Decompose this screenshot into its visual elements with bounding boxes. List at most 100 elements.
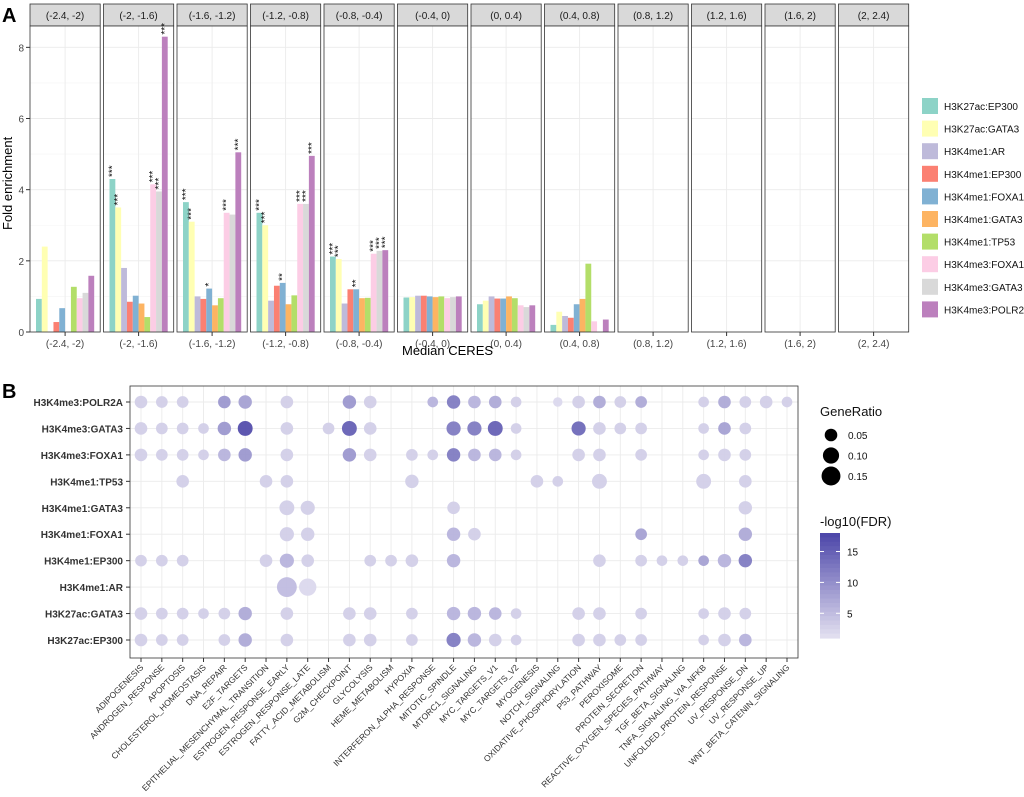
dot — [341, 421, 357, 436]
bar — [364, 297, 371, 332]
dot — [276, 577, 297, 598]
bar — [370, 253, 377, 332]
bar — [223, 212, 230, 332]
dot — [280, 395, 294, 409]
color-legend-band — [820, 607, 840, 613]
legend-label: H3K4me3:FOXA1 — [944, 260, 1024, 271]
dot — [739, 422, 752, 435]
dot — [155, 634, 168, 646]
bar — [477, 304, 483, 332]
dot — [593, 448, 606, 462]
bar — [256, 212, 263, 332]
significance-label: * — [204, 283, 215, 287]
dot — [155, 396, 168, 408]
dot — [718, 448, 731, 462]
bar — [212, 305, 218, 332]
dot — [446, 606, 461, 621]
dot — [238, 448, 252, 462]
bar — [308, 155, 315, 332]
bar — [285, 304, 292, 332]
color-legend-band — [820, 533, 840, 538]
dot — [176, 422, 189, 435]
bar — [494, 298, 501, 332]
dot — [718, 633, 731, 647]
dot — [446, 395, 461, 409]
bar — [41, 246, 48, 332]
dot — [363, 633, 377, 647]
bar — [297, 203, 304, 332]
facet-strip-label: (-2.4, -2) — [46, 11, 84, 22]
dot — [238, 606, 252, 621]
dot — [572, 448, 585, 462]
legend-label: H3K4me1:EP300 — [944, 170, 1022, 181]
dot — [635, 422, 647, 435]
color-legend-band — [820, 559, 840, 565]
significance-label: *** — [334, 245, 345, 257]
bar — [602, 319, 609, 332]
significance-label: *** — [222, 199, 233, 211]
dot — [571, 421, 586, 436]
x-tick-label: (-0.8, -0.4) — [336, 339, 383, 350]
dot — [552, 476, 564, 487]
dot — [739, 633, 752, 647]
bar — [517, 305, 524, 332]
bar — [156, 191, 162, 332]
size-legend-label: 0.10 — [848, 452, 868, 463]
bar — [409, 297, 416, 332]
facet-strip-label: (0.4, 0.8) — [560, 11, 600, 22]
dot — [363, 395, 377, 409]
legend-label: H3K27ac:GATA3 — [944, 125, 1020, 136]
legend-swatch — [922, 301, 938, 318]
size-legend-label: 0.05 — [848, 431, 868, 442]
bar — [229, 214, 236, 332]
dot — [510, 396, 522, 408]
dot — [237, 421, 253, 436]
dot — [385, 554, 397, 567]
size-legend-dot — [824, 428, 838, 442]
x-tick-label: (-1.6, -1.2) — [189, 339, 236, 350]
row-label: H3K4me3:GATA3 — [42, 424, 124, 435]
bar — [426, 296, 433, 332]
bar — [183, 202, 189, 332]
legend-swatch — [922, 211, 938, 227]
x-tick-label: (-1.2, -0.8) — [262, 339, 309, 350]
dot — [467, 606, 482, 621]
row-label: H3K27ac:GATA3 — [45, 610, 123, 621]
dot — [406, 449, 418, 461]
dot — [446, 632, 461, 648]
bar — [500, 298, 507, 332]
legend-label: H3K4me1:AR — [944, 147, 1005, 158]
bar — [550, 324, 557, 332]
significance-label: *** — [113, 194, 124, 206]
bar — [579, 298, 586, 332]
row-label: H3K4me1:FOXA1 — [41, 530, 124, 541]
dot — [300, 527, 315, 541]
dot — [718, 422, 731, 435]
row-label: H3K4me1:GATA3 — [42, 504, 124, 515]
facet-strip-label: (1.2, 1.6) — [707, 11, 747, 22]
dot — [698, 555, 709, 566]
dot — [259, 475, 273, 488]
x-tick-label: (2, 2.4) — [858, 339, 890, 350]
dot — [614, 396, 627, 408]
dot — [342, 395, 357, 409]
bar — [279, 282, 286, 332]
bar — [217, 298, 224, 332]
dot — [593, 633, 606, 647]
facet-strip-label: (1.6, 2) — [784, 11, 816, 22]
bar — [273, 285, 280, 332]
dot — [759, 395, 773, 409]
dot — [468, 527, 481, 541]
dot — [446, 527, 461, 541]
y-tick-label: 6 — [18, 115, 24, 126]
bar — [438, 296, 445, 332]
bar — [82, 292, 89, 332]
dot — [488, 607, 502, 620]
bar — [432, 297, 439, 332]
significance-label: *** — [295, 190, 306, 202]
bar — [353, 289, 360, 332]
dot — [635, 607, 647, 620]
dot — [572, 633, 585, 647]
color-legend-band — [820, 572, 840, 578]
bar — [88, 275, 95, 332]
